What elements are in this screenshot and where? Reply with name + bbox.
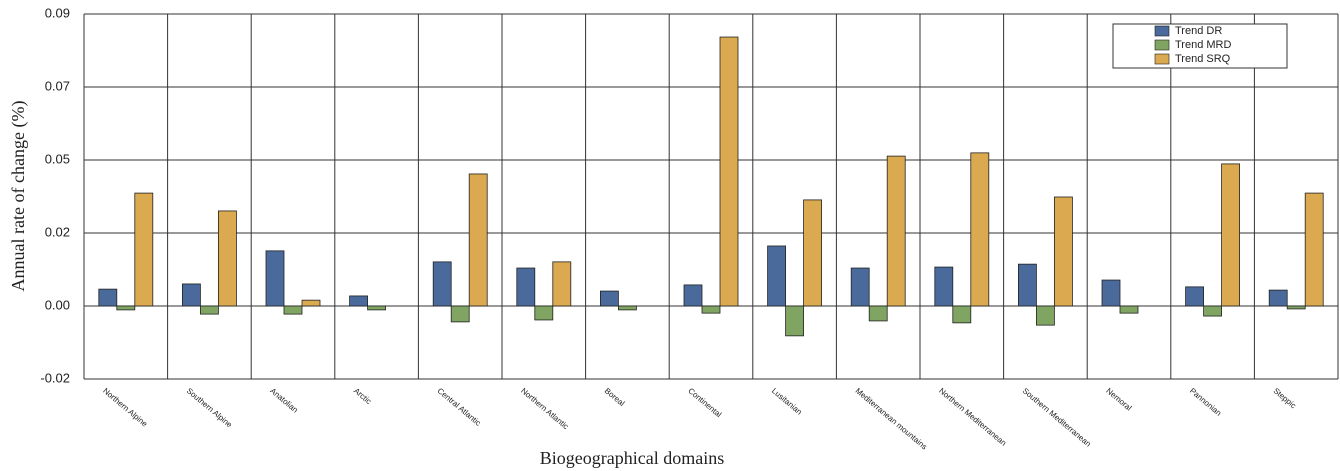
x-tick-label: Northern Alpine [101,386,149,429]
bar [618,305,637,311]
x-tick-label: Steppic [1272,386,1298,410]
y-tick-label: 0.00 [45,297,70,312]
bar [468,173,488,307]
bar [970,152,990,307]
bar [1203,305,1222,317]
bar [934,266,954,307]
x-tick-label: Anatolian [268,386,299,414]
bar [301,299,321,307]
y-tick-label: -0.02 [40,370,70,385]
bar [803,199,822,307]
bar [1119,305,1139,314]
bar [1185,286,1204,307]
x-tick-label: Central Atlantic [436,386,483,427]
bar [886,155,906,307]
bar [1101,279,1121,307]
bar [1221,163,1240,307]
bar [516,267,536,307]
bar [1018,263,1037,307]
x-tick-label: Pannonian [1188,386,1223,417]
legend-swatch [1154,53,1170,65]
bar [1286,305,1306,310]
bar [367,305,387,311]
bar [600,290,619,307]
x-tick-label: Continental [686,386,723,419]
legend-label: Trend MRD [1175,39,1231,51]
x-tick-label: Lusitanian [770,386,804,416]
x-tick-label: Mediterranean mountains [854,386,929,451]
bar [552,261,572,307]
bar [701,305,721,314]
x-tick-label: Southern Alpine [185,386,234,430]
legend-box [1112,23,1288,69]
bar [265,250,285,307]
legend-swatch [1154,39,1170,51]
bar [767,245,786,307]
bar [134,192,154,307]
bar [432,261,452,307]
bar [450,305,470,323]
legend-label: Trend DR [1175,25,1222,37]
bar [850,267,870,307]
bar [349,295,369,307]
bar [785,305,804,337]
x-tick-label: Nemoral [1104,386,1133,412]
bar [683,284,703,307]
bar [868,305,888,322]
y-tick-label: 0.02 [45,224,70,239]
bar [283,305,303,315]
y-tick-label: 0.09 [45,5,70,20]
x-tick-label: Arctic [352,386,373,406]
y-tick-label: 0.05 [45,151,70,166]
legend-swatch [1154,25,1170,37]
bar [952,305,972,324]
y-tick-label: 0.07 [45,78,70,93]
x-axis-label: Biogeographical domains [540,448,724,468]
bar [98,288,118,307]
y-axis-label: Annual rate of change (%) [8,101,29,292]
bar [1268,289,1288,307]
bar [534,305,554,321]
x-tick-label: Northern Mediterranean [937,386,1008,447]
bar [116,305,136,311]
bar [181,283,201,307]
x-tick-label: Boreal [603,386,627,408]
legend-label: Trend SRQ [1175,53,1231,65]
x-tick-label: Northern Atlantic [519,386,570,431]
bar [719,36,739,307]
x-tick-label: Southern Mediterranean [1021,386,1093,448]
bar [1304,192,1324,307]
bar [217,210,237,307]
bar [199,305,219,315]
bar [1036,305,1055,326]
bar [1054,196,1073,307]
